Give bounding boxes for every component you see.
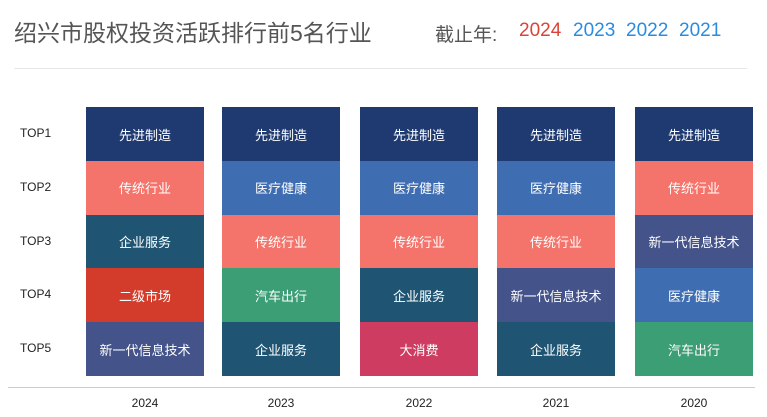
x-tick-2024: 2024 [131,396,159,410]
cell-2021-top1[interactable]: 先进制造 [497,107,615,161]
cell-2024-top3[interactable]: 企业服务 [86,214,204,269]
cell-2024-top1[interactable]: 先进制造 [86,107,204,161]
cell-2022-top2[interactable]: 医疗健康 [360,160,478,215]
cell-2021-top4[interactable]: 新一代信息技术 [497,268,615,323]
year-option-2022[interactable]: 2022 [626,20,669,41]
cell-2023-top1[interactable]: 先进制造 [222,107,340,161]
row-label-top5: TOP5 [20,341,52,356]
cell-2023-top2[interactable]: 医疗健康 [222,160,340,215]
cell-2020-top3[interactable]: 新一代信息技术 [635,214,753,269]
year-option-2024[interactable]: 2024 [519,20,562,41]
cell-2023-top5[interactable]: 企业服务 [222,322,340,377]
cell-2023-top4[interactable]: 汽车出行 [222,268,340,323]
x-tick-2020: 2020 [680,396,708,410]
cell-2021-top2[interactable]: 医疗健康 [497,160,615,215]
cell-2024-top5[interactable]: 新一代信息技术 [86,322,204,377]
cell-2022-top1[interactable]: 先进制造 [360,107,478,161]
cell-2022-top4[interactable]: 企业服务 [360,268,478,323]
divider [14,68,747,69]
cell-2024-top4[interactable]: 二级市场 [86,268,204,323]
cell-2020-top1[interactable]: 先进制造 [635,107,753,161]
page-title: 绍兴市股权投资活跃排行前5名行业 [14,20,372,46]
cell-2021-top3[interactable]: 传统行业 [497,214,615,269]
row-label-top3: TOP3 [20,233,52,248]
year-option-2023[interactable]: 2023 [573,20,616,41]
since-year-label: 截止年: [435,25,498,46]
cell-2020-top4[interactable]: 医疗健康 [635,268,753,323]
x-tick-2023: 2023 [267,396,295,410]
row-label-top4: TOP4 [20,287,52,302]
x-tick-2022: 2022 [405,396,433,410]
cell-2022-top5[interactable]: 大消费 [360,322,478,377]
x-axis-line [8,387,755,388]
cell-2024-top2[interactable]: 传统行业 [86,160,204,215]
row-label-top2: TOP2 [20,179,52,194]
cell-2021-top5[interactable]: 企业服务 [497,322,615,377]
x-tick-2021: 2021 [542,396,570,410]
cell-2023-top3[interactable]: 传统行业 [222,214,340,269]
row-label-top1: TOP1 [20,125,52,140]
year-option-2021[interactable]: 2021 [679,20,722,41]
cell-2020-top5[interactable]: 汽车出行 [635,322,753,377]
cell-2022-top3[interactable]: 传统行业 [360,214,478,269]
cell-2020-top2[interactable]: 传统行业 [635,160,753,215]
